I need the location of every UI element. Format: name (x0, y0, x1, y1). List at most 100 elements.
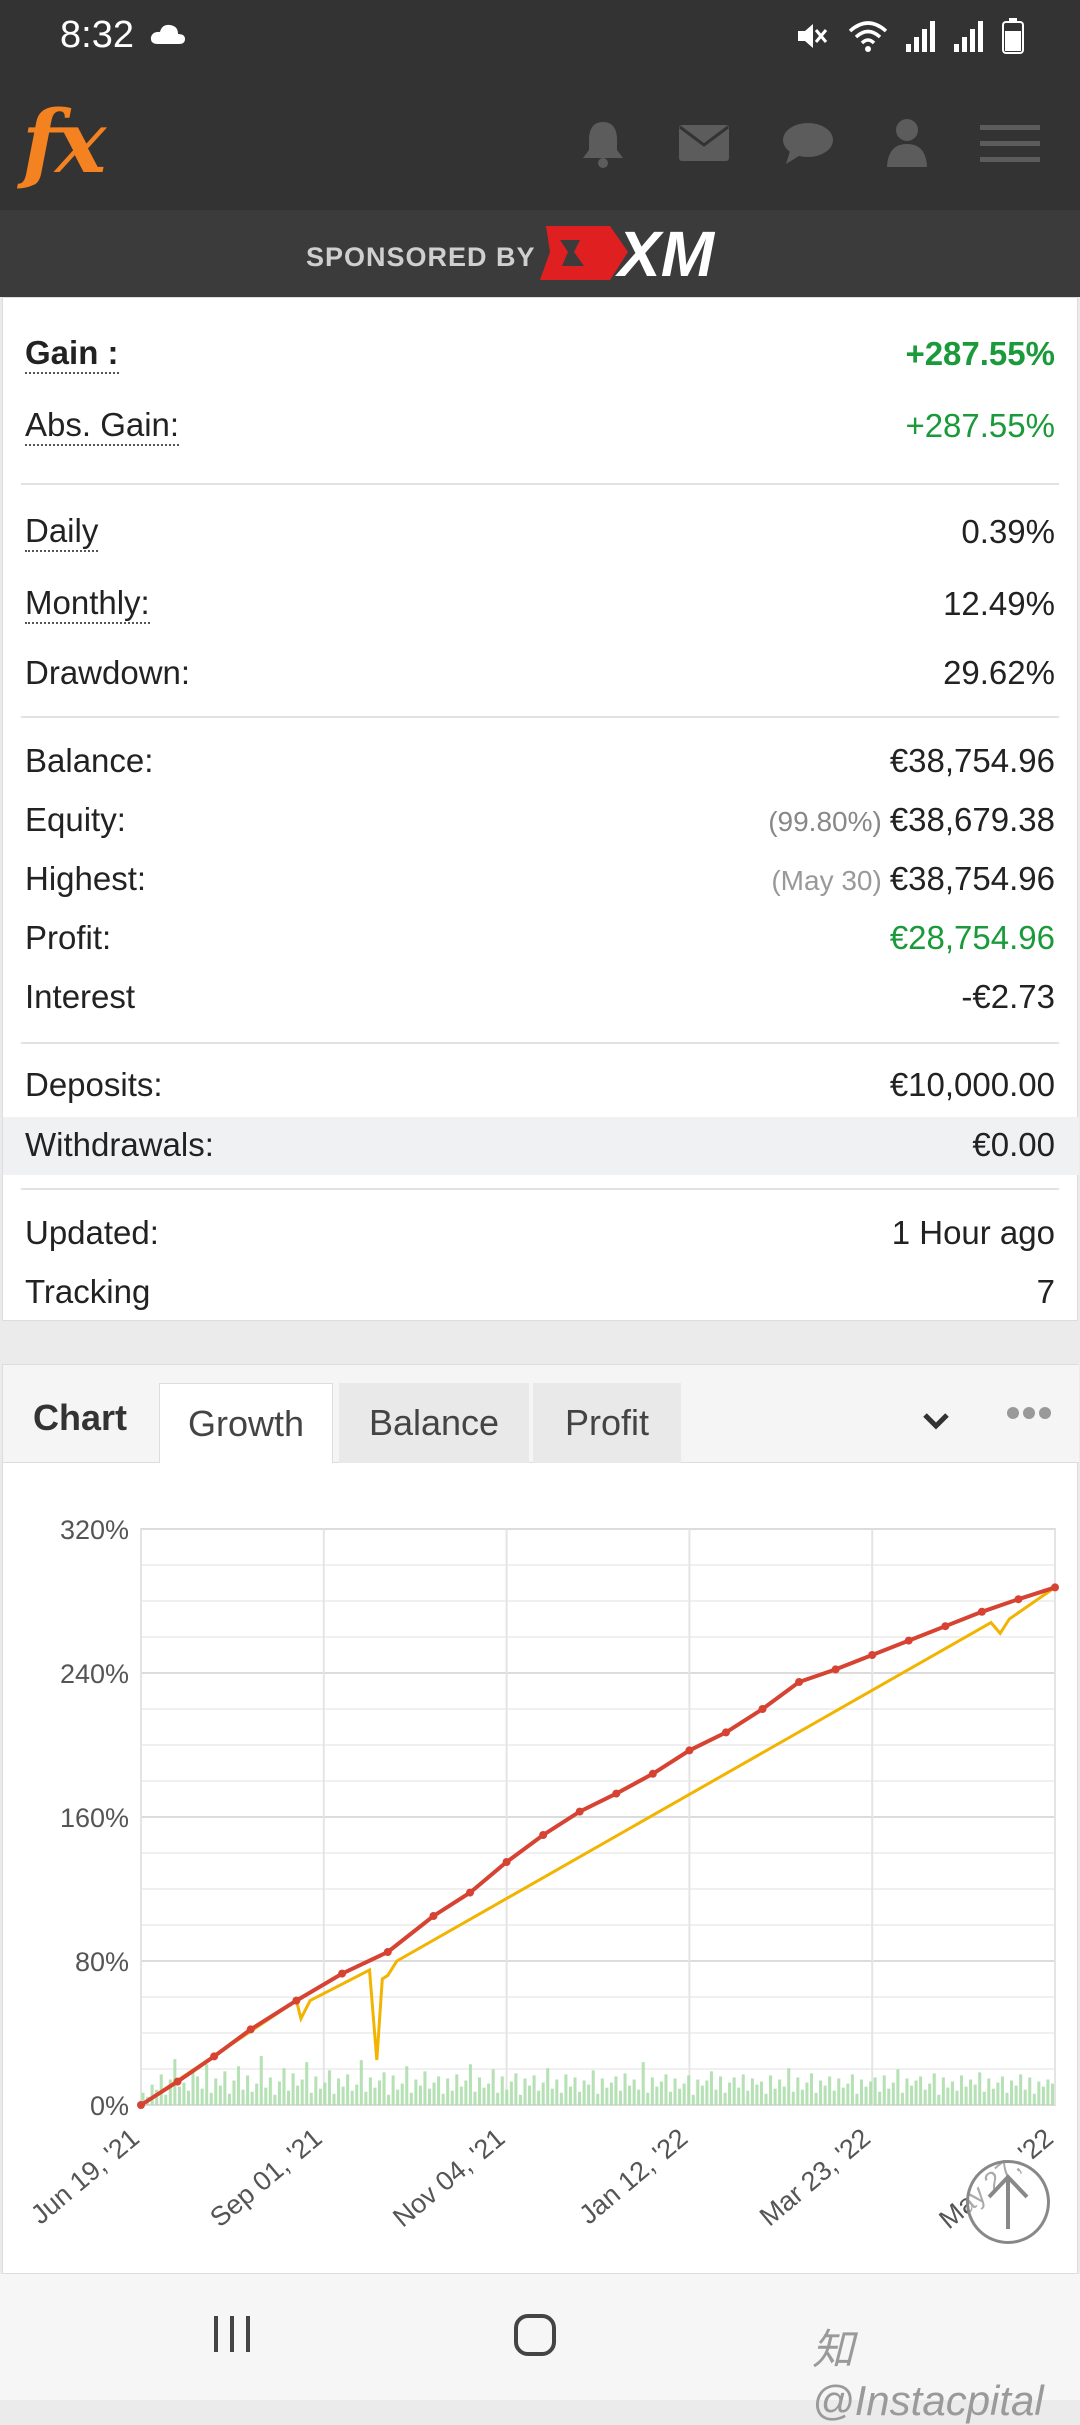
volume-bar (309, 2092, 313, 2105)
volume-bar (455, 2074, 459, 2105)
volume-bar (523, 2078, 527, 2105)
volume-bar (905, 2078, 909, 2105)
bell-icon[interactable] (580, 118, 626, 168)
growth-point (721, 1728, 730, 1737)
gain-row: Gain : +287.55% (25, 334, 1055, 374)
growth-point (941, 1622, 950, 1631)
growth-point (648, 1769, 657, 1778)
volume-bar (1000, 2076, 1004, 2105)
volume-bar (682, 2083, 686, 2105)
volume-bar (732, 2077, 736, 2105)
volume-bar (464, 2080, 468, 2105)
volume-bar (809, 2073, 813, 2105)
gain-label[interactable]: Gain : (25, 334, 119, 374)
volume-bar (414, 2079, 418, 2105)
mail-icon[interactable] (678, 123, 730, 163)
volume-bar (960, 2075, 964, 2105)
volume-bar (155, 2089, 159, 2105)
volume-bar (605, 2087, 609, 2105)
volume-bar (637, 2089, 641, 2105)
growth-point (173, 2077, 182, 2086)
volume-bar (869, 2081, 873, 2105)
profit-value: €28,754.96 (889, 919, 1055, 956)
volume-bar (273, 2094, 277, 2105)
volume-bar (359, 2060, 363, 2105)
volume-bar (909, 2085, 914, 2105)
volume-bar (150, 2084, 154, 2105)
growth-point (466, 1888, 475, 1897)
volume-bar (514, 2073, 518, 2105)
updated-label: Updated: (25, 1214, 159, 1251)
volume-bar (418, 2085, 422, 2105)
tab-growth[interactable]: Growth (159, 1383, 333, 1463)
volume-bar (678, 2088, 682, 2105)
volume-bar (723, 2092, 727, 2105)
system-nav-bar (0, 2274, 1080, 2400)
daily-label[interactable]: Daily (25, 512, 99, 552)
volume-bar (477, 2077, 482, 2105)
scroll-to-top-button[interactable] (966, 2160, 1050, 2244)
growth-point (429, 1912, 438, 1920)
volume-bar (268, 2077, 272, 2105)
volume-bar (864, 2086, 868, 2105)
user-icon[interactable] (886, 118, 928, 168)
interest-label: Interest (25, 978, 136, 1015)
equity-row: Equity: (99.80%) €38,679.38 (25, 801, 1055, 839)
volume-bar (164, 2094, 168, 2105)
volume-bar (1041, 2086, 1045, 2105)
chevron-down-icon[interactable] (909, 1395, 963, 1449)
balance-row: Balance: €38,754.96 (25, 742, 1055, 780)
tab-balance[interactable]: Balance (339, 1383, 529, 1463)
volume-bar (441, 2093, 445, 2105)
fx-logo[interactable]: fx (22, 92, 106, 193)
volume-bar (555, 2079, 559, 2105)
volume-bar (719, 2076, 723, 2105)
volume-bar (141, 2092, 145, 2105)
recents-icon[interactable] (210, 2312, 254, 2356)
volume-bar (587, 2084, 591, 2105)
volume-bar (800, 2089, 804, 2105)
volume-bar (323, 2082, 327, 2105)
volume-bar (1032, 2093, 1036, 2105)
y-tick-label: 80% (75, 1947, 129, 1977)
volume-bar (1046, 2079, 1050, 2105)
daily-row: Daily 0.39% (25, 512, 1055, 552)
growth-point (795, 1678, 804, 1686)
volume-bar (568, 2086, 572, 2105)
chat-icon[interactable] (782, 121, 834, 165)
volume-bar (387, 2094, 391, 2105)
updated-row: Updated: 1 Hour ago (25, 1214, 1055, 1252)
growth-point (758, 1705, 767, 1713)
battery-icon (1002, 18, 1024, 54)
growth-point (685, 1746, 694, 1755)
volume-bar (177, 2086, 181, 2105)
tab-profit[interactable]: Profit (533, 1383, 681, 1463)
home-icon[interactable] (512, 2312, 558, 2358)
volume-bar (991, 2088, 995, 2105)
volume-bar (900, 2092, 904, 2105)
tracking-value[interactable]: 7 (1036, 1273, 1055, 1310)
volume-bar (841, 2087, 845, 2105)
growth-chart[interactable]: 320% 240% 160% 80% 0%Jun 19, '21 Sep 01, '21 N… (3, 1465, 1079, 2273)
chart-card: Chart Growth Balance Profit 320% 240% 160%… (2, 1364, 1079, 2274)
volume-bar (828, 2076, 832, 2105)
sponsor-banner[interactable]: SPONSORED BY XM (0, 210, 1080, 297)
volume-bar (946, 2087, 950, 2105)
drawdown-label: Drawdown: (25, 654, 191, 691)
volume-bar (482, 2087, 486, 2105)
menu-icon[interactable] (980, 123, 1040, 163)
abs-gain-row: Abs. Gain: +287.55% (25, 406, 1055, 446)
volume-bar (787, 2068, 791, 2105)
xm-logo[interactable]: XM (540, 222, 760, 284)
volume-bar (641, 2062, 645, 2105)
volume-bar (191, 2069, 195, 2105)
more-icon[interactable] (1006, 1405, 1052, 1421)
xm-brand: XM (615, 222, 716, 284)
volume-bar (327, 2070, 331, 2105)
x-tick-label: Nov 04, '21 (387, 2123, 510, 2233)
monthly-label[interactable]: Monthly: (25, 584, 150, 624)
volume-bar (819, 2080, 823, 2105)
chart-title: Chart (33, 1397, 128, 1438)
abs-gain-label[interactable]: Abs. Gain: (25, 406, 180, 446)
volume-bar (600, 2078, 604, 2105)
